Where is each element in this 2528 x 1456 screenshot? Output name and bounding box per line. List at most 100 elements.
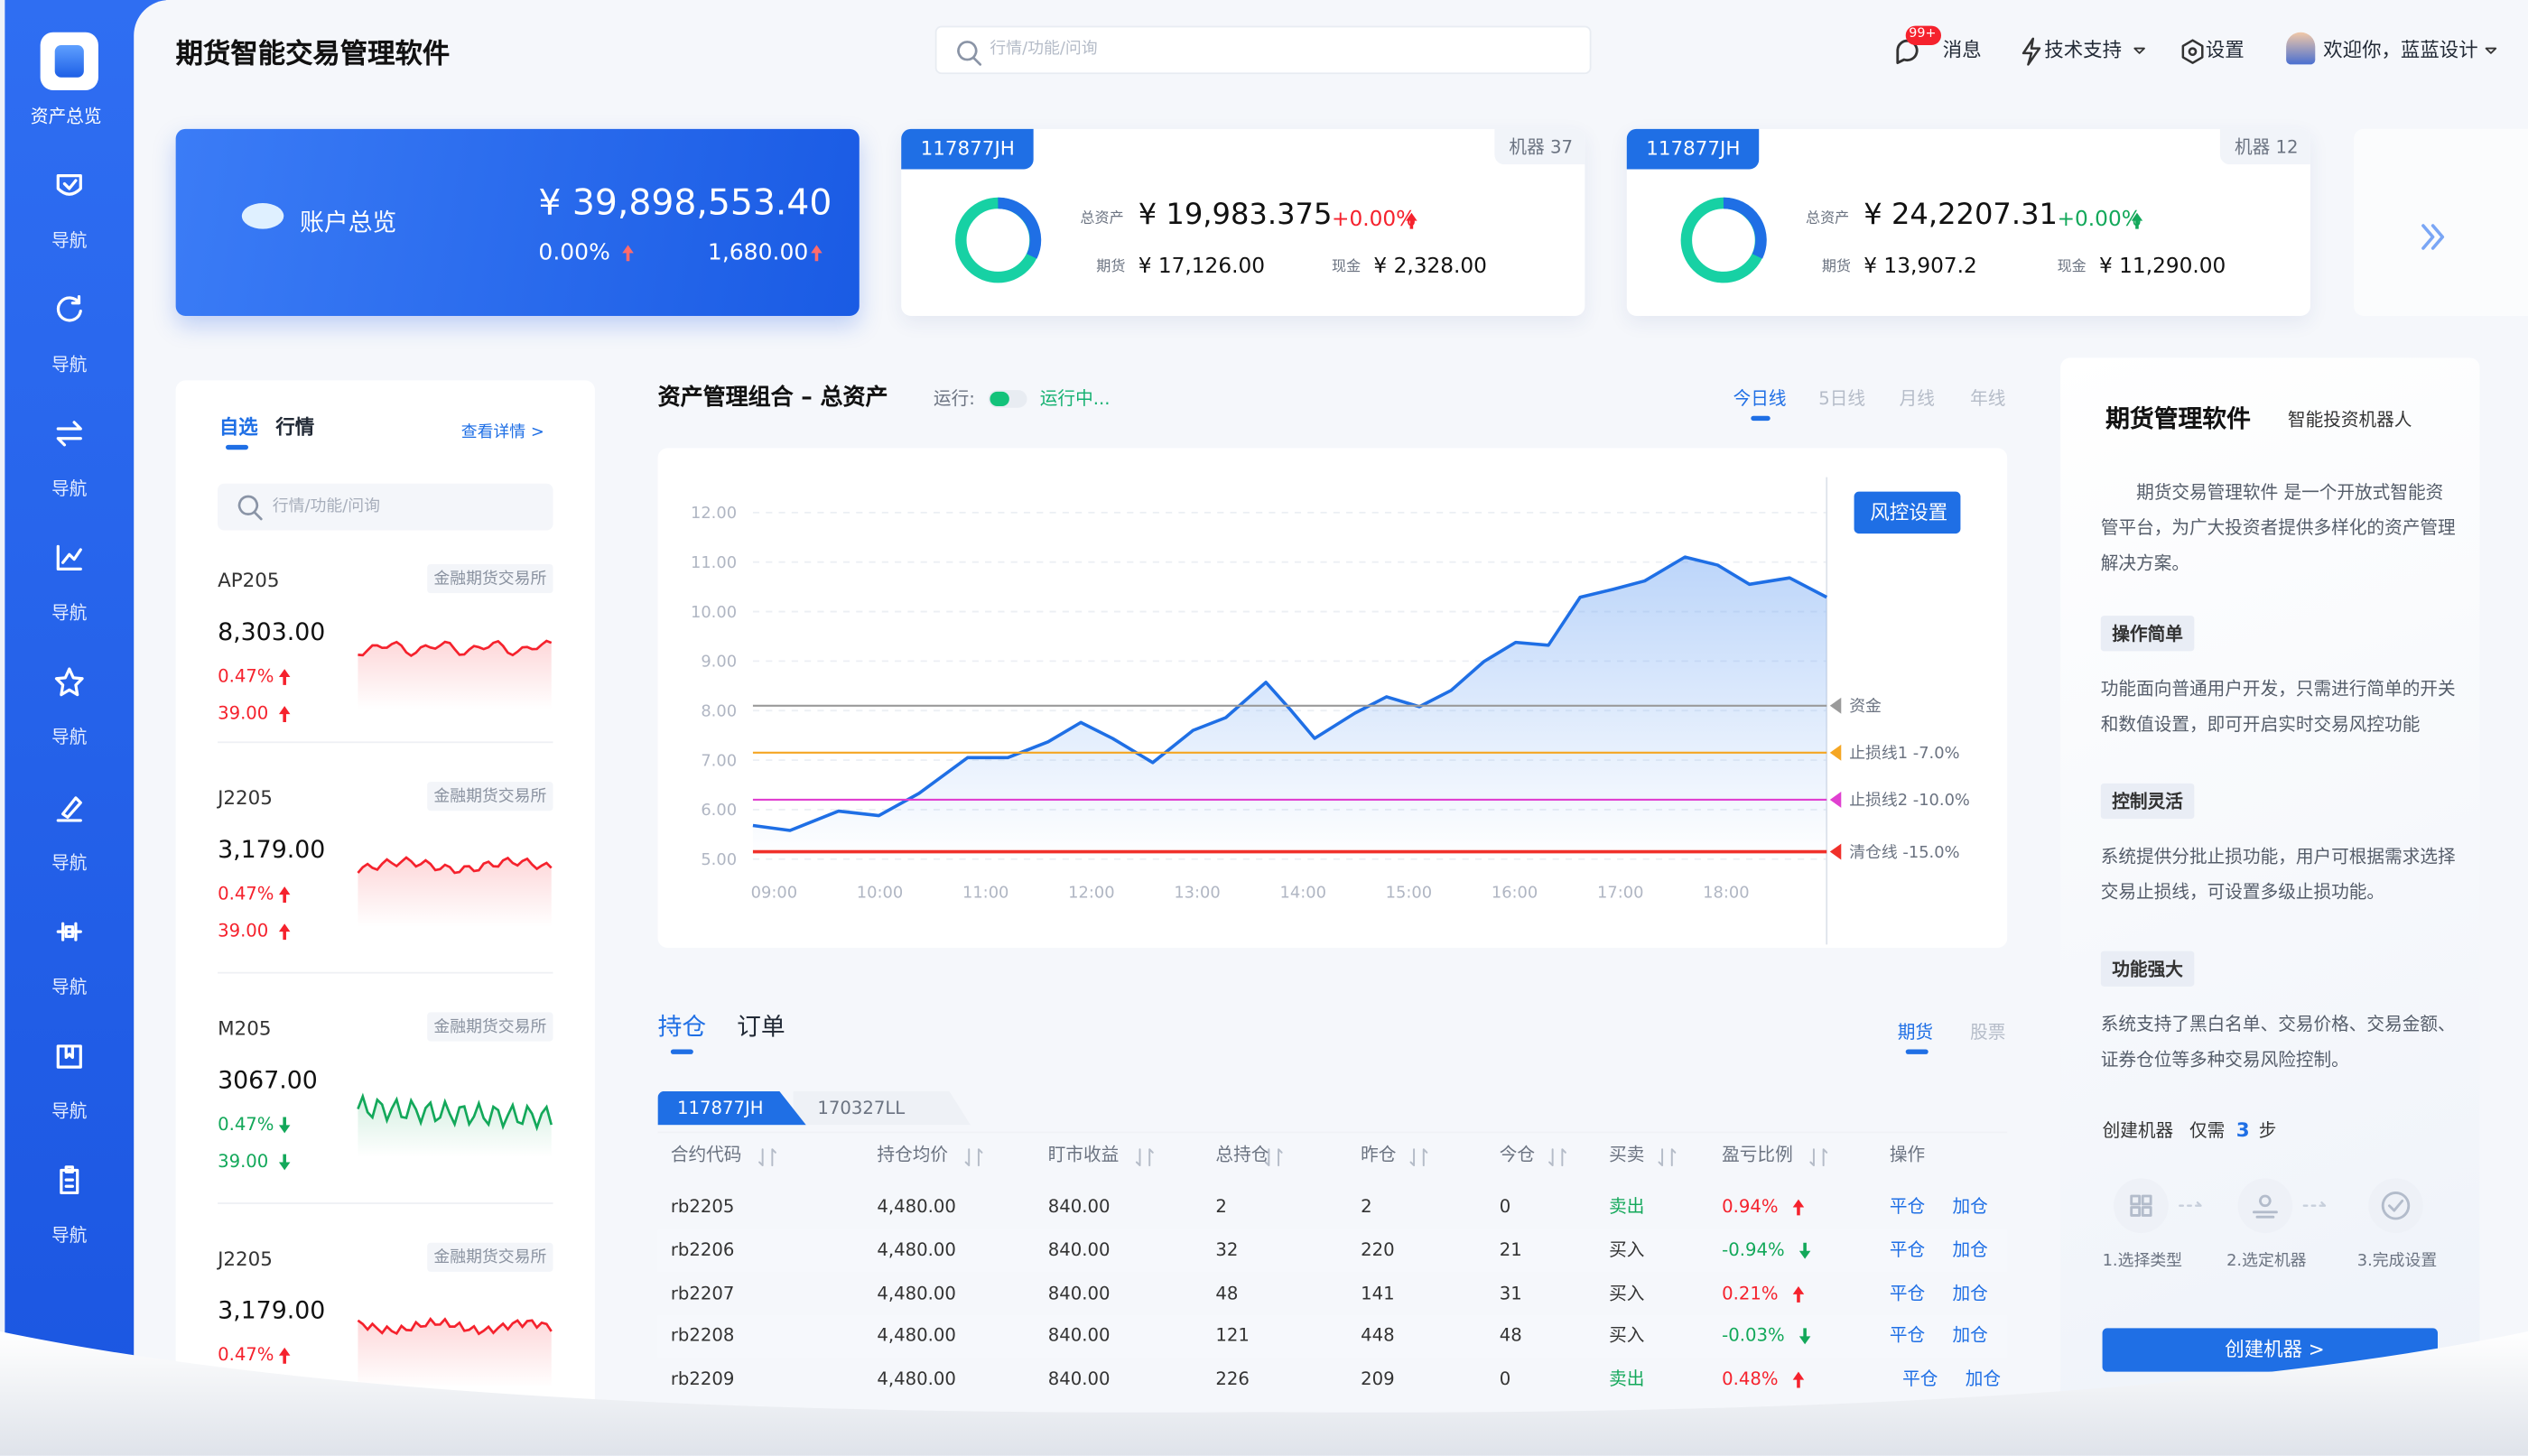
exchange-name: 金融期货交易所 (433, 1018, 547, 1037)
more-link[interactable]: 查看详情 > (460, 423, 544, 442)
welcome-user[interactable]: 欢迎你，蓝蓝设计 (2323, 38, 2478, 61)
nav-label[interactable]: 资产总览 (30, 106, 102, 128)
sparkline-line (357, 1317, 553, 1336)
row-action[interactable]: 加仓 (1952, 1238, 1988, 1261)
watch-search[interactable] (218, 483, 553, 531)
table-cell: 4,480.00 (877, 1238, 956, 1261)
row-action[interactable]: 加仓 (1952, 1325, 1988, 1347)
sort-icon (1135, 1148, 1154, 1167)
nav-label[interactable]: 导航 (51, 478, 88, 500)
steps-unit: 步 (2258, 1120, 2277, 1142)
arrow-shape (1792, 1371, 1805, 1388)
row-action[interactable]: 平仓 (1902, 1368, 1938, 1390)
table-cell: 840.00 (1047, 1282, 1111, 1303)
nav-label[interactable]: 导航 (51, 355, 88, 376)
chart-title: 资产管理组合 – 总资产 (657, 385, 888, 412)
support-link[interactable]: 技术支持 (2044, 38, 2123, 61)
sort-icon (1409, 1148, 1428, 1167)
row-action[interactable]: 平仓 (1889, 1325, 1926, 1347)
trend-arrow (1792, 1199, 1805, 1216)
market-underline (1905, 1049, 1929, 1054)
contract-code[interactable]: J2205 (218, 1247, 273, 1271)
contract-code[interactable]: J2205 (218, 786, 273, 810)
toggle-knob (990, 391, 1009, 406)
search-box[interactable] (934, 25, 1592, 75)
sort-icon (1264, 1148, 1283, 1167)
contract-price: 8,303.00 (218, 617, 326, 647)
nav-label[interactable]: 导航 (51, 603, 88, 625)
machine-id-tag (901, 128, 1034, 170)
nav-label[interactable]: 导航 (51, 1100, 88, 1122)
table-cell: 卖出 (1609, 1195, 1645, 1218)
watch-tab[interactable]: 自选 (218, 415, 258, 439)
row-action[interactable]: 加仓 (1965, 1368, 2002, 1390)
donut-arc (998, 197, 1042, 259)
nav-label[interactable]: 导航 (51, 976, 88, 997)
nav-label[interactable]: 导航 (51, 1224, 88, 1246)
sort-icon-shape (1264, 1148, 1283, 1167)
sparkline (357, 856, 553, 927)
search-placeholder: 行情/功能/问询 (990, 40, 1098, 59)
market-tab[interactable]: 股票 (1970, 1022, 2006, 1043)
contract-code[interactable]: M205 (218, 1016, 272, 1040)
row-action[interactable]: 加仓 (1952, 1282, 1988, 1303)
position-tab[interactable]: 订单 (737, 1012, 785, 1042)
exchange-name: 金融期货交易所 (433, 570, 547, 589)
row-action[interactable]: 平仓 (1889, 1238, 1926, 1261)
account-tab[interactable]: 170327LL (817, 1098, 906, 1119)
sort-icon-shape (1409, 1148, 1428, 1167)
trend-arrow (622, 245, 634, 262)
nav-label[interactable]: 导航 (51, 851, 88, 873)
search-icon-shape (957, 41, 982, 66)
market-tab[interactable]: 期货 (1897, 1022, 1934, 1043)
row-action[interactable]: 平仓 (1889, 1282, 1926, 1303)
y-tick-label: 8.00 (701, 701, 737, 720)
range-tab[interactable]: 5日线 (1818, 388, 1866, 410)
trend-arrow (278, 1154, 291, 1171)
nav-icon-shape (56, 1043, 82, 1069)
message-icon-shape (1896, 39, 1919, 65)
table-cell: 买入 (1609, 1325, 1645, 1347)
position-tab[interactable]: 持仓 (657, 1012, 707, 1042)
range-tab[interactable]: 年线 (1970, 388, 2006, 410)
badge-count: 99+ (1909, 25, 1937, 41)
section-tag (2100, 616, 2195, 652)
row-action[interactable]: 加仓 (1952, 1195, 1988, 1218)
caret-shape (2485, 47, 2497, 54)
futures-value: ¥ 13,907.2 (1863, 255, 1977, 279)
app-title: 期货智能交易管理软件 (175, 38, 451, 71)
step-glyph (2252, 1194, 2278, 1219)
account-tab-active[interactable] (657, 1090, 806, 1126)
nav-label[interactable]: 导航 (51, 230, 88, 252)
nav-label[interactable]: 导航 (51, 728, 88, 749)
range-tab[interactable]: 今日线 (1733, 388, 1787, 410)
total-change: +0.00% (2057, 208, 2142, 233)
nav-icon-shape (56, 921, 82, 941)
machine-tag-bg (1494, 128, 1585, 165)
table-cell: 121 (1215, 1325, 1250, 1347)
range-tab[interactable]: 月线 (1899, 388, 1935, 410)
section-title: 操作简单 (2112, 624, 2183, 645)
nav-icon-shape (60, 1164, 79, 1194)
account-card[interactable] (175, 128, 860, 316)
x-tick-label: 09:00 (751, 884, 797, 903)
trend-arrow (1798, 1242, 1811, 1259)
column-header: 总持仓 (1215, 1144, 1269, 1166)
divider (218, 971, 553, 974)
account-tab[interactable]: 117877JH (676, 1098, 764, 1119)
search-icon-shape (237, 495, 263, 521)
sparkline-area (358, 857, 552, 927)
machine-count: 机器 37 (1509, 136, 1573, 158)
arrow-shape (278, 923, 291, 941)
settings-link[interactable]: 设置 (2205, 38, 2245, 61)
table-cell: 0.21% (1722, 1282, 1779, 1303)
exchange-bg (427, 1012, 553, 1042)
messages-link[interactable]: 消息 (1942, 38, 1982, 61)
y-tick-label: 7.00 (701, 751, 737, 770)
risk-button[interactable] (1854, 491, 1961, 534)
sort-icon-shape (1135, 1148, 1154, 1167)
row-action[interactable]: 平仓 (1889, 1195, 1926, 1218)
contract-code[interactable]: AP205 (218, 569, 280, 592)
watch-tab[interactable]: 行情 (275, 415, 315, 439)
account-amount: 1,680.00 (707, 240, 809, 266)
